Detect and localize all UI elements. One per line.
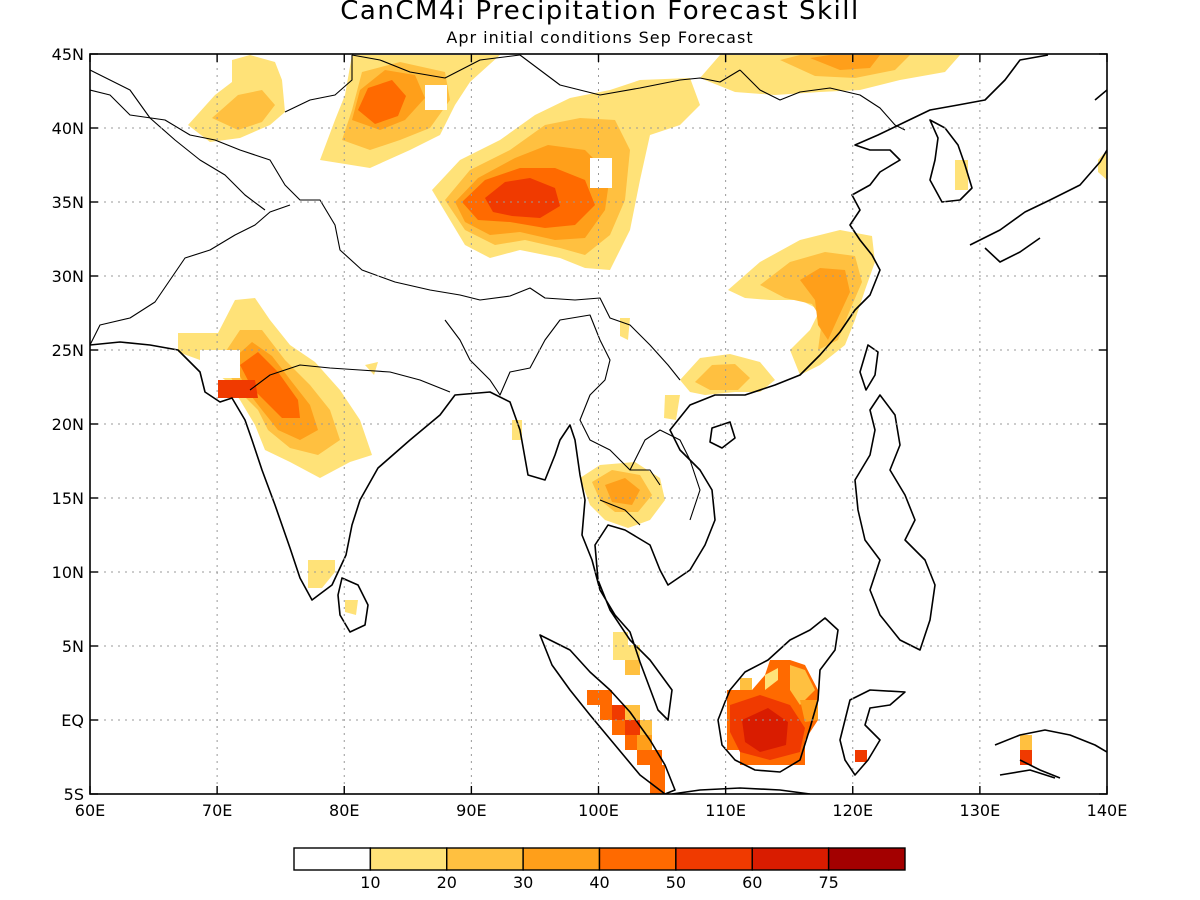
y-tick-label: 15N bbox=[52, 489, 84, 508]
coastline-japan bbox=[969, 89, 1107, 263]
x-tick-label: 140E bbox=[1087, 801, 1128, 820]
colorbar-swatch bbox=[522, 847, 601, 871]
colorbar-swatch bbox=[675, 847, 753, 871]
coastline-korea bbox=[929, 119, 973, 203]
coastline-philippines bbox=[854, 394, 936, 651]
coastline-hainan bbox=[709, 421, 736, 449]
colorbar-swatch bbox=[369, 847, 448, 871]
colorbar-swatch bbox=[598, 847, 677, 871]
skill-region-sumatra bbox=[587, 690, 665, 794]
y-tick-label: 5S bbox=[64, 785, 84, 804]
colorbar-swatch bbox=[827, 847, 906, 871]
y-tick-label: 20N bbox=[52, 415, 84, 434]
coastline-sulawesi bbox=[839, 689, 906, 776]
coastline-new-guinea bbox=[994, 729, 1107, 779]
coastline-asia-mainland bbox=[90, 54, 1049, 721]
colorbar-label: 60 bbox=[742, 873, 762, 892]
x-tick-label: 60E bbox=[75, 801, 105, 820]
x-tick-label: 90E bbox=[456, 801, 486, 820]
x-tick-label: 130E bbox=[960, 801, 1001, 820]
x-tick-label: 80E bbox=[329, 801, 359, 820]
colorbar-label: 30 bbox=[513, 873, 533, 892]
gridlines bbox=[90, 54, 1107, 794]
skill-region-borneo bbox=[727, 660, 818, 765]
y-tick-label: 30N bbox=[52, 267, 84, 286]
y-tick-label: EQ bbox=[61, 711, 84, 730]
country-borders bbox=[90, 54, 906, 526]
map-title: CanCM4i Precipitation Forecast Skill bbox=[340, 0, 860, 26]
colorbar-label: 40 bbox=[589, 873, 609, 892]
coastline-taiwan bbox=[859, 344, 879, 391]
colorbar-label: 10 bbox=[360, 873, 380, 892]
skill-shading bbox=[178, 55, 1107, 794]
y-tick-label: 40N bbox=[52, 119, 84, 138]
coastline-sumatra bbox=[539, 634, 676, 794]
colorbar-label: 20 bbox=[437, 873, 457, 892]
y-tick-label: 10N bbox=[52, 563, 84, 582]
colorbar-swatch bbox=[446, 847, 524, 871]
coastline-java bbox=[671, 787, 811, 794]
colorbar: 10 20 30 40 50 60 75 bbox=[293, 847, 906, 892]
x-tick-label: 110E bbox=[705, 801, 746, 820]
y-tick-label: 25N bbox=[52, 341, 84, 360]
coastlines bbox=[90, 54, 1107, 794]
colorbar-label: 50 bbox=[666, 873, 686, 892]
colorbar-swatch bbox=[293, 847, 372, 871]
coastline-borneo bbox=[717, 617, 839, 773]
x-tick-label: 100E bbox=[578, 801, 619, 820]
map-subtitle: Apr initial conditions Sep Forecast bbox=[446, 28, 754, 47]
x-tick-label: 120E bbox=[832, 801, 873, 820]
coastline-sri-lanka bbox=[337, 577, 369, 633]
y-tick-label: 35N bbox=[52, 193, 84, 212]
colorbar-label: 75 bbox=[818, 873, 838, 892]
x-tick-label: 70E bbox=[202, 801, 232, 820]
y-tick-label: 45N bbox=[52, 45, 84, 64]
y-tick-label: 5N bbox=[62, 637, 84, 656]
axis-ticks: 60E 70E 80E 90E 100E 110E 120E 130E 140E 45N 40N 35… bbox=[52, 45, 1128, 820]
colorbar-swatch bbox=[751, 847, 830, 871]
